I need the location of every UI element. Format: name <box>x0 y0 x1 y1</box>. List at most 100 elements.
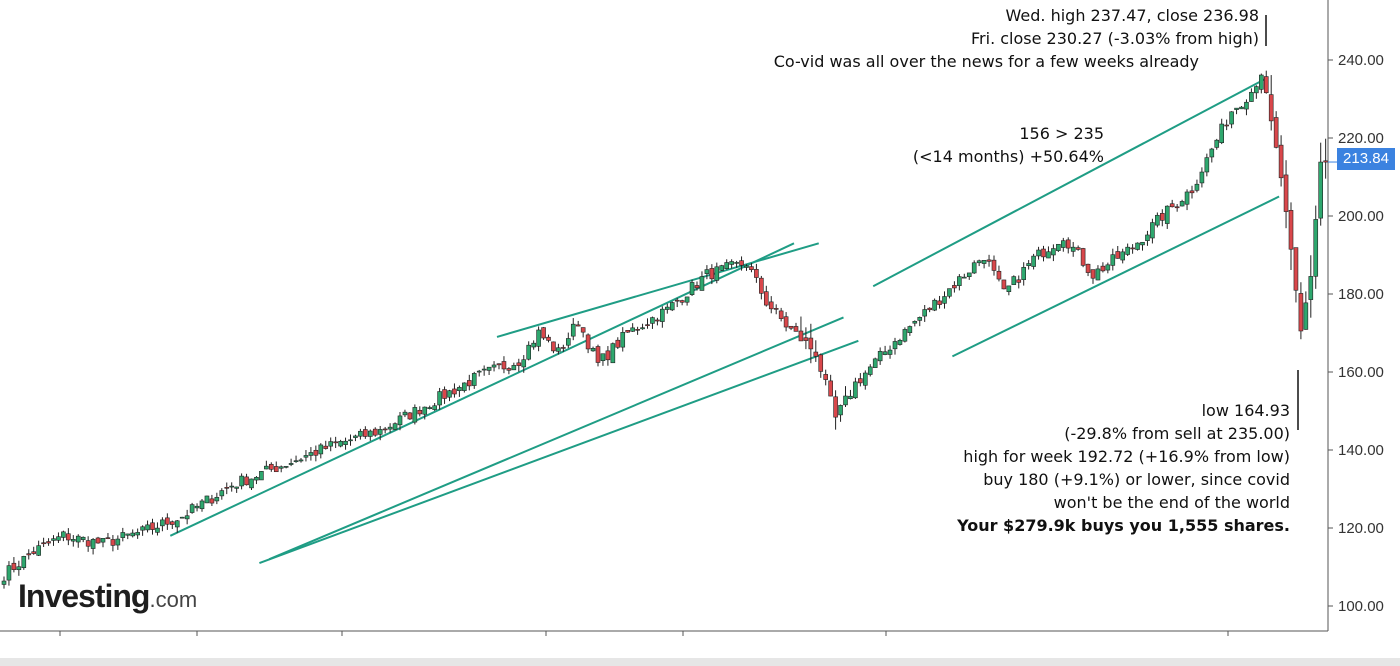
candle-body <box>897 339 903 345</box>
candle-body <box>669 302 675 311</box>
candle-body <box>734 262 739 264</box>
candle-body <box>838 405 843 416</box>
candle-body <box>382 428 388 431</box>
candle-body <box>264 465 269 470</box>
candle-body <box>1174 206 1180 209</box>
candle-body <box>1115 251 1121 259</box>
candle-body <box>6 565 12 581</box>
candle-body <box>1209 148 1215 158</box>
candle-body <box>1273 117 1279 148</box>
candle-body <box>41 542 46 545</box>
candle-body <box>219 490 225 497</box>
candle-body <box>709 268 715 280</box>
candle-body <box>912 321 918 324</box>
candle-body <box>387 426 393 430</box>
candle-body <box>575 324 581 327</box>
annotation-low-line-1: low 164.93 <box>1201 401 1290 420</box>
annotation-low-line-2: (-29.8% from sell at 235.00) <box>1064 424 1290 443</box>
candle-body <box>328 441 334 447</box>
candle-body <box>872 358 878 368</box>
candle-body <box>268 463 274 470</box>
price-tick-label: 180.00 <box>1338 286 1384 303</box>
annotation-markers <box>1265 15 1299 430</box>
candle-body <box>506 368 512 371</box>
price-tick-label: 160.00 <box>1338 364 1384 381</box>
candle-body <box>1263 76 1269 94</box>
candle-body <box>184 515 190 520</box>
candle-body <box>635 329 640 331</box>
annotation-gain-line-2: (<14 months) +50.64% <box>912 147 1104 166</box>
candle-body <box>902 329 908 342</box>
candle-body <box>1041 248 1046 258</box>
candle-body <box>640 327 645 330</box>
candle-body <box>199 500 205 510</box>
candle-body <box>1006 285 1012 292</box>
annotation-low-bold-line: Your $279.9k buys you 1,555 shares. <box>957 516 1290 535</box>
candle-body <box>585 334 591 350</box>
candle-body <box>66 533 71 541</box>
candle-body <box>273 466 279 473</box>
candle-body <box>1303 302 1309 330</box>
candle-body <box>793 326 799 332</box>
candle-body <box>922 309 928 317</box>
candle-body <box>1001 279 1007 290</box>
candle-body <box>358 430 363 437</box>
candle-body <box>957 276 962 286</box>
candle-body <box>95 537 101 544</box>
candle-body <box>244 476 249 486</box>
candle-body <box>1130 247 1135 250</box>
candle-body <box>1224 124 1229 127</box>
candle-body <box>1323 160 1328 163</box>
candle-body <box>1259 74 1264 90</box>
candle-body <box>1065 239 1071 249</box>
candle-body <box>293 460 299 462</box>
candle-body <box>452 388 457 395</box>
candle-body <box>798 330 804 342</box>
candle-body <box>655 319 660 322</box>
candle-body <box>684 296 690 303</box>
trend-channel-lower <box>259 339 859 565</box>
candle-body <box>160 519 165 527</box>
candle-body <box>991 259 997 271</box>
candle-body <box>36 545 41 556</box>
candle-body <box>447 390 452 398</box>
candle-body <box>625 330 631 333</box>
candle-body <box>1199 171 1205 184</box>
candle-body <box>759 277 764 294</box>
candle-body <box>981 260 987 264</box>
candle-body <box>214 496 220 502</box>
candle-body <box>763 291 769 306</box>
candle-body <box>140 526 145 531</box>
candle-body <box>823 374 829 380</box>
candle-body <box>551 341 556 352</box>
candle-body <box>1179 201 1185 207</box>
trend-channel-lower <box>268 316 844 561</box>
candle-body <box>313 449 319 456</box>
candle-body <box>1125 246 1130 255</box>
candle-body <box>1031 255 1036 267</box>
candle-body <box>630 327 635 332</box>
candle-body <box>1298 293 1304 332</box>
price-tick-label: 100.00 <box>1338 598 1384 615</box>
candle-body <box>1160 213 1165 221</box>
candle-body <box>194 505 200 509</box>
candle-body <box>1145 234 1150 241</box>
candle-body <box>1308 276 1314 300</box>
candle-body <box>927 307 932 311</box>
candle-body <box>471 373 477 386</box>
candle-body <box>377 429 383 435</box>
candle-body <box>397 415 403 426</box>
candle-body <box>595 346 601 363</box>
candle-body <box>724 262 730 270</box>
candle-body <box>961 276 967 279</box>
candle-body <box>51 538 56 541</box>
candle-body <box>848 395 853 400</box>
candle-body <box>694 285 700 289</box>
candle-body <box>432 405 437 410</box>
candle-body <box>541 327 546 339</box>
candle-body <box>1075 247 1081 250</box>
candle-body <box>561 347 566 349</box>
candle-body <box>1046 251 1051 259</box>
candle-body <box>1051 248 1056 256</box>
